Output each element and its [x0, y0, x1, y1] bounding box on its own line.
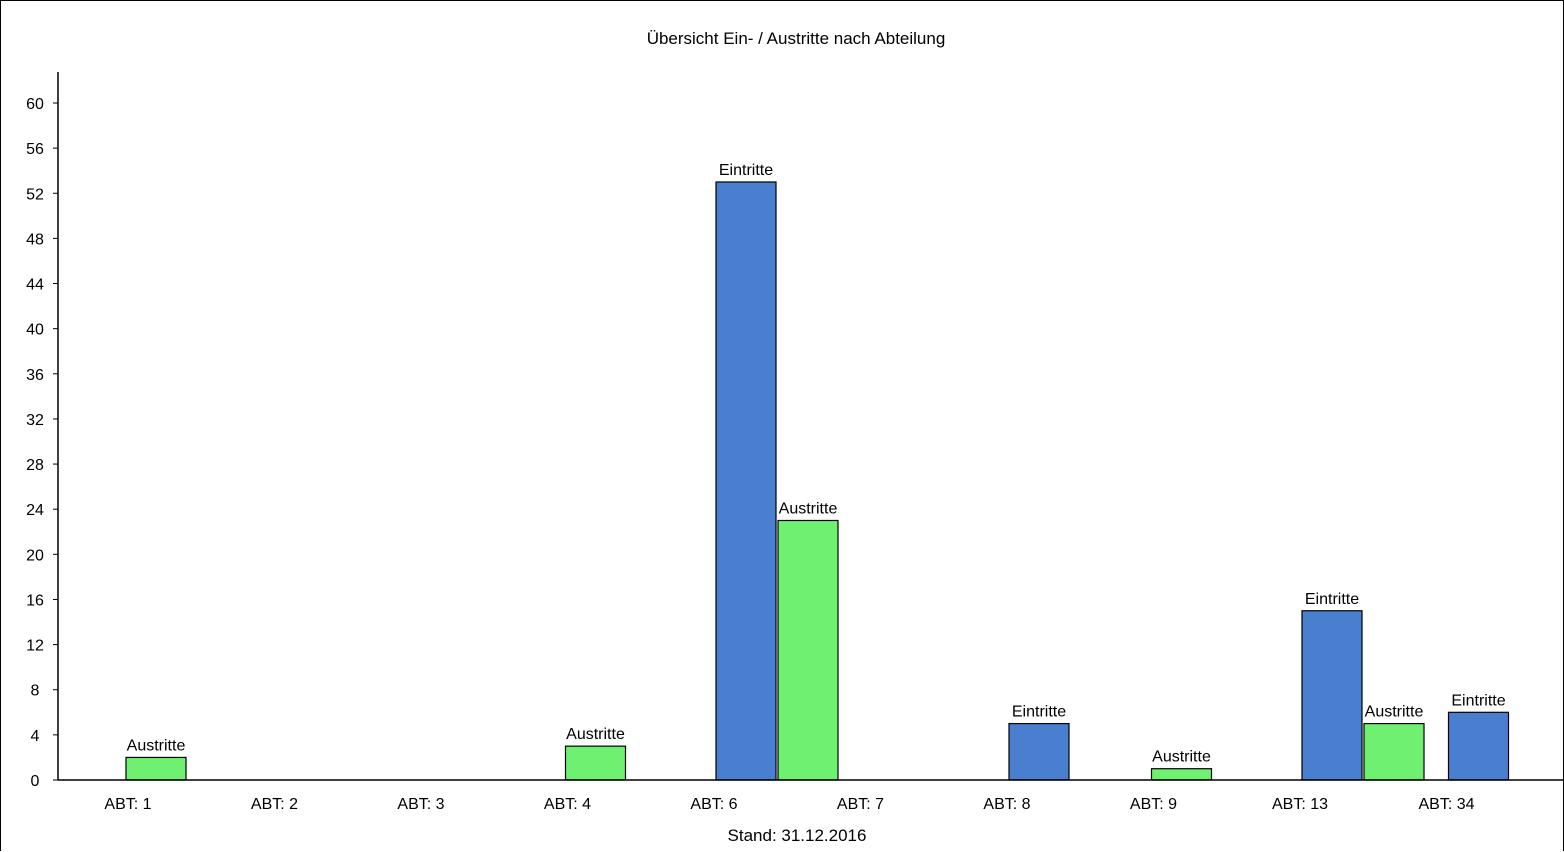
bar-austritte-7 [1150, 768, 1213, 781]
bar-labels: Austritte Austritte Eintritte Austritte Eint… [127, 162, 1506, 766]
x-axis-categories: ABT: 1 ABT: 2 ABT: 3 ABT: 4 ABT: 6 ABT: 7 ABT:… [104, 796, 1474, 813]
y-tick-label: 36 [26, 367, 44, 384]
bar-data-label: Eintritte [1012, 704, 1066, 721]
y-tick-label: 0 [31, 773, 40, 790]
bar-data-label: Austritte [1152, 749, 1211, 766]
bars [125, 181, 1510, 781]
bar-eintritte-8 [1301, 610, 1363, 781]
y-tick-label: 40 [26, 322, 44, 339]
y-tick-label: 60 [26, 96, 44, 113]
bar-eintritte-6 [1008, 722, 1070, 781]
y-tick-label: 52 [26, 186, 44, 203]
y-tick-label: 48 [26, 231, 44, 248]
bar-data-label: Eintritte [1451, 692, 1505, 709]
y-tick-label: 44 [26, 277, 44, 294]
x-category-label: ABT: 4 [544, 796, 591, 813]
bar-data-label: Austritte [127, 737, 186, 754]
y-tick-label: 12 [26, 638, 44, 655]
y-tick-label: 24 [26, 502, 44, 519]
bar-eintritte-9 [1447, 711, 1510, 781]
x-category-label: ABT: 34 [1418, 796, 1474, 813]
bar-data-label: Eintritte [719, 162, 773, 179]
x-category-label: ABT: 1 [104, 796, 151, 813]
x-category-label: ABT: 8 [983, 796, 1030, 813]
y-tick-label: 28 [26, 457, 44, 474]
chart-title: Übersicht Ein- / Austritte nach Abteilun… [647, 29, 946, 48]
x-category-label: ABT: 13 [1272, 796, 1328, 813]
bar-data-label: Austritte [566, 726, 625, 743]
y-tick-label: 56 [26, 141, 44, 158]
x-category-label: ABT: 9 [1130, 796, 1177, 813]
y-tick-label: 8 [31, 683, 40, 700]
bar-austritte-0 [125, 756, 187, 781]
y-tick-label: 20 [26, 547, 44, 564]
bar-austritte-8 [1363, 722, 1425, 781]
bar-data-label: Austritte [1365, 704, 1424, 721]
y-tick-label: 4 [31, 728, 40, 745]
bar-data-label: Eintritte [1305, 591, 1359, 608]
x-category-label: ABT: 2 [251, 796, 298, 813]
bar-austritte-4 [777, 519, 839, 781]
x-category-label: ABT: 3 [397, 796, 444, 813]
bar-data-label: Austritte [779, 500, 838, 517]
x-category-label: ABT: 7 [837, 796, 884, 813]
bar-austritte-3 [564, 745, 627, 781]
y-tick-label: 32 [26, 412, 44, 429]
bar-eintritte-4 [715, 181, 777, 781]
chart-footer-date: Stand: 31.12.2016 [728, 826, 867, 845]
x-category-label: ABT: 6 [690, 796, 737, 813]
y-tick-label: 16 [26, 592, 44, 609]
